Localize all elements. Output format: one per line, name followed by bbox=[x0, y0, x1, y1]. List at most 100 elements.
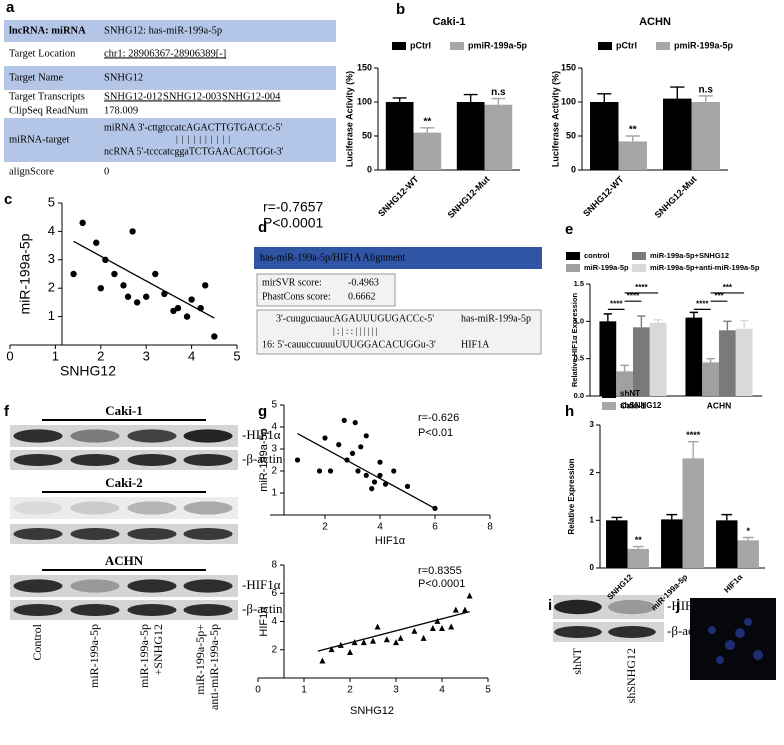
blot-band bbox=[127, 604, 177, 616]
panel-label: a bbox=[6, 0, 15, 16]
legend-swatch bbox=[392, 42, 406, 50]
score-box bbox=[256, 273, 396, 307]
y-tick-label: 100 bbox=[357, 96, 372, 106]
x-tick-label: ACHN bbox=[707, 400, 732, 410]
bar bbox=[456, 102, 485, 170]
y-tick-label: 0 bbox=[571, 164, 576, 174]
y-tick-label: 5 bbox=[271, 400, 277, 411]
scatter-point bbox=[391, 468, 397, 474]
scatter-point bbox=[183, 313, 191, 320]
annotation: r=-0.7657 bbox=[263, 199, 324, 215]
y-tick-label: 100 bbox=[561, 96, 576, 106]
score-label: PhastCons score: bbox=[262, 291, 331, 302]
scatter-point bbox=[352, 420, 358, 426]
x-tick-label: 1 bbox=[52, 348, 59, 363]
row-label: miRNA-target bbox=[9, 134, 70, 145]
row-line: |||||||||| bbox=[176, 134, 234, 144]
blot-band bbox=[183, 528, 233, 540]
y-axis-label: Luciferase Activity (%) bbox=[550, 71, 560, 167]
error-bar bbox=[698, 95, 713, 102]
blot-band-label: -HIF1α bbox=[242, 427, 281, 442]
y-tick-label: 1 bbox=[590, 515, 595, 524]
error-bar bbox=[625, 135, 640, 142]
scatter-point bbox=[327, 468, 334, 474]
sequence: 16: 5'-cauuccuuuuUUUGGACACUGGu-3' bbox=[262, 339, 436, 350]
y-tick-label: 3 bbox=[271, 444, 277, 455]
blot-band bbox=[13, 454, 63, 466]
scatter-point bbox=[294, 457, 301, 463]
scatter-point bbox=[370, 637, 376, 644]
row-line: ncRNA 5'-tcccatcggaTCTGAACACTGGt-3' bbox=[104, 146, 284, 157]
scatter-point bbox=[434, 617, 441, 624]
x-tick-label: 5 bbox=[485, 685, 491, 696]
blot-band-label: -β-actin bbox=[242, 451, 283, 466]
sequence: | : | : : | | | | | | bbox=[333, 326, 378, 336]
legend-swatch bbox=[598, 42, 612, 50]
bar bbox=[599, 321, 617, 396]
x-tick-label: 3 bbox=[393, 685, 399, 696]
lane-label: Control bbox=[30, 623, 44, 660]
blot-band bbox=[183, 501, 233, 515]
y-tick-label: 0 bbox=[590, 563, 595, 572]
scatter-point bbox=[360, 639, 367, 646]
legend-label: miR-199a-5p+SNHG12 bbox=[650, 251, 729, 260]
nucleus bbox=[725, 640, 735, 650]
scatter-point bbox=[462, 606, 468, 613]
error-bar bbox=[670, 86, 685, 99]
panel-label: b bbox=[396, 1, 405, 18]
blot-strip bbox=[10, 575, 238, 597]
scatter-point bbox=[202, 282, 209, 289]
scatter-point bbox=[355, 468, 361, 474]
lane-label: shNT bbox=[570, 647, 584, 674]
bar bbox=[590, 102, 619, 170]
y-tick-label: 2 bbox=[271, 466, 277, 477]
blot-band bbox=[70, 604, 120, 616]
blot-band bbox=[70, 429, 120, 443]
blot-band bbox=[183, 454, 233, 466]
bar bbox=[663, 98, 692, 170]
y-tick-label: 50 bbox=[362, 130, 372, 140]
error-bar bbox=[687, 440, 699, 459]
scatter-point bbox=[369, 486, 375, 492]
scatter-point bbox=[111, 270, 118, 278]
bar bbox=[627, 548, 649, 568]
scatter-point bbox=[174, 304, 182, 312]
scatter-point bbox=[70, 270, 77, 278]
y-tick-label: 1.5 bbox=[574, 279, 584, 288]
alignment-title: has-miR-199a-5p/HIF1A Alignment bbox=[260, 252, 405, 263]
scatter-point bbox=[377, 459, 383, 465]
x-tick-label: 6 bbox=[432, 522, 438, 533]
nucleus bbox=[716, 656, 724, 664]
bar bbox=[633, 327, 650, 396]
fit-line bbox=[317, 610, 470, 652]
panel-label: h bbox=[565, 403, 574, 420]
annotation: r=-0.626 bbox=[418, 412, 459, 424]
blot-band-label: -HIF1α bbox=[242, 577, 281, 592]
y-tick-label: 0 bbox=[367, 164, 372, 174]
error-bar bbox=[620, 364, 629, 372]
y-tick-label: 5 bbox=[48, 194, 55, 209]
sequence-name: has-miR-199a-5p bbox=[461, 313, 531, 324]
error-bar bbox=[611, 516, 623, 521]
legend-swatch bbox=[632, 252, 646, 260]
error-bar bbox=[666, 513, 678, 520]
x-tick-label: Caki-1 bbox=[620, 400, 646, 410]
blot-band bbox=[70, 579, 120, 593]
scatter-point bbox=[393, 639, 399, 646]
legend-label: pCtrl bbox=[410, 40, 431, 50]
scatter-point bbox=[211, 333, 218, 340]
row-label: lncRNA: miRNA bbox=[9, 25, 86, 36]
legend-label: shSNHG12 bbox=[620, 401, 662, 410]
significance: **** bbox=[610, 299, 623, 308]
annotation: P<0.0001 bbox=[418, 578, 465, 590]
y-tick-label: 2 bbox=[48, 280, 55, 295]
legend-label: control bbox=[584, 251, 609, 260]
blot-band bbox=[13, 604, 63, 616]
lane-label: miR-199a-5p bbox=[87, 624, 101, 688]
sequence: 3'-cuugucuaucAGAUUUGUGACCc-5' bbox=[276, 313, 434, 324]
legend-swatch bbox=[602, 402, 616, 410]
error-bar bbox=[392, 97, 407, 102]
bar bbox=[649, 322, 667, 396]
scatter-point bbox=[452, 606, 459, 613]
y-tick-label: 0.0 bbox=[574, 391, 584, 400]
